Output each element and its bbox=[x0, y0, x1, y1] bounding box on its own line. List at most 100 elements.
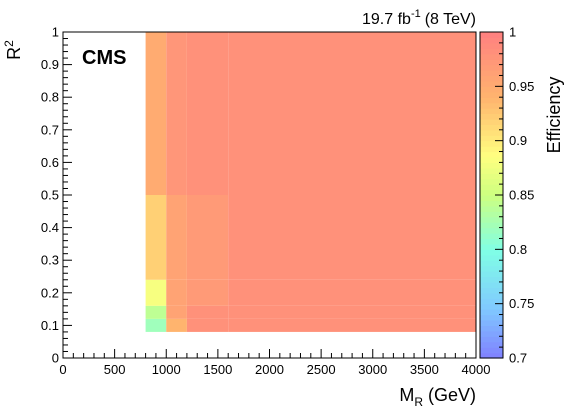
color-scale-segment bbox=[480, 222, 503, 229]
color-scale-segment bbox=[480, 59, 503, 66]
color-scale-tick-label: 0.75 bbox=[509, 296, 534, 311]
color-scale-segment bbox=[480, 156, 503, 163]
x-tick-label: 2500 bbox=[307, 362, 336, 377]
color-scale-segment bbox=[480, 32, 503, 39]
color-scale-segment bbox=[480, 238, 503, 245]
heatmap-cell bbox=[166, 195, 187, 280]
heatmap-cell bbox=[145, 279, 167, 306]
x-tick-label: 1500 bbox=[203, 362, 232, 377]
y-tick-label: 0.6 bbox=[41, 155, 59, 170]
heatmap-cell bbox=[228, 195, 270, 280]
color-scale-segment bbox=[480, 146, 503, 153]
heatmap-cell bbox=[186, 32, 229, 195]
color-scale-segment bbox=[480, 80, 503, 87]
color-scale-axis: 0.7 0.75 0.8 0.85 0.9 0.95 1 bbox=[495, 25, 534, 366]
color-scale-tick-label: 0.85 bbox=[509, 188, 534, 203]
color-scale-segment bbox=[480, 249, 503, 256]
color-scale-segment bbox=[480, 233, 503, 240]
color-scale-segment bbox=[480, 303, 503, 310]
heatmap-cell bbox=[166, 279, 187, 306]
heatmap-cell bbox=[145, 32, 167, 195]
color-scale-segment bbox=[480, 195, 503, 202]
x-tick-label: 4000 bbox=[462, 362, 491, 377]
y-tick-label: 0.1 bbox=[41, 318, 59, 333]
y-tick-label: 0.2 bbox=[41, 285, 59, 300]
y-tick-label: 0.5 bbox=[41, 188, 59, 203]
color-scale-segment bbox=[480, 281, 503, 288]
x-tick-label: 3000 bbox=[358, 362, 387, 377]
y-tick-label: 0.4 bbox=[41, 220, 59, 235]
color-scale-segment bbox=[480, 271, 503, 278]
color-scale-segment bbox=[480, 102, 503, 109]
x-tick-label: 500 bbox=[104, 362, 126, 377]
y-tick-label: 0.3 bbox=[41, 253, 59, 268]
color-scale-segment bbox=[480, 216, 503, 223]
color-scale-segment bbox=[480, 97, 503, 104]
color-scale-bar bbox=[479, 31, 504, 359]
heatmap-cell bbox=[228, 279, 270, 306]
heatmap-cell bbox=[269, 195, 476, 280]
y-tick-label: 1 bbox=[52, 25, 59, 40]
color-scale-segment bbox=[480, 140, 503, 147]
color-scale-segment bbox=[480, 292, 503, 299]
color-scale-segment bbox=[480, 118, 503, 125]
color-scale-segment bbox=[480, 276, 503, 283]
color-scale-segment bbox=[480, 178, 503, 185]
y-tick-label: 0.8 bbox=[41, 90, 59, 105]
color-scale-segment bbox=[480, 173, 503, 180]
color-scale-segment bbox=[480, 91, 503, 98]
color-scale-segment bbox=[480, 64, 503, 71]
color-scale-segment bbox=[480, 135, 503, 142]
y-axis-title: R2 bbox=[2, 40, 24, 60]
color-scale-tick-label: 0.95 bbox=[509, 79, 534, 94]
color-scale-segment bbox=[480, 260, 503, 267]
heatmap-cell bbox=[186, 305, 229, 319]
color-scale-segment bbox=[480, 287, 503, 294]
color-scale-segment bbox=[480, 319, 503, 326]
color-scale-tick-label: 1 bbox=[509, 25, 516, 40]
color-scale-segment bbox=[480, 113, 503, 120]
color-scale-segment bbox=[480, 254, 503, 261]
color-scale-segment bbox=[480, 151, 503, 158]
color-scale-segment bbox=[480, 37, 503, 44]
x-tick-label: 1000 bbox=[152, 362, 181, 377]
color-scale-tick-label: 0.8 bbox=[509, 242, 527, 257]
color-scale-segment bbox=[480, 309, 503, 316]
experiment-label: CMS bbox=[82, 47, 126, 69]
x-axis-title: MR (GeV) bbox=[399, 385, 476, 408]
heatmap-cell bbox=[145, 305, 167, 319]
heatmap-cell bbox=[228, 32, 270, 195]
color-scale-segment bbox=[480, 42, 503, 49]
color-scale-segment bbox=[480, 325, 503, 332]
color-scale-segment bbox=[480, 108, 503, 115]
heatmap-cell bbox=[269, 32, 476, 195]
color-scale-segment bbox=[480, 227, 503, 234]
heatmap-cell bbox=[186, 318, 229, 332]
color-scale-segment bbox=[480, 211, 503, 218]
color-scale-segment bbox=[480, 124, 503, 131]
color-scale-segment bbox=[480, 189, 503, 196]
color-scale-tick-label: 0.7 bbox=[509, 351, 527, 366]
heatmap-cell bbox=[166, 32, 187, 195]
y-tick-label: 0 bbox=[52, 351, 59, 366]
color-scale-title: Efficiency bbox=[544, 77, 564, 154]
color-scale-segment bbox=[480, 265, 503, 272]
luminance-label: 19.7 fb-1 (8 TeV) bbox=[362, 8, 476, 28]
color-scale-segment bbox=[480, 167, 503, 174]
heatmap-cell bbox=[228, 305, 270, 319]
heatmap-cell bbox=[269, 279, 476, 306]
color-scale-segment bbox=[480, 243, 503, 250]
y-axis: 0 0.1 0.2 0.3 0.4 0.5 0.6 0.7 0.8 0.9 1 bbox=[41, 25, 72, 366]
color-scale-segment bbox=[480, 129, 503, 136]
color-scale-segment bbox=[480, 298, 503, 305]
y-tick-label: 0.9 bbox=[41, 57, 59, 72]
color-scale-tick-label: 0.9 bbox=[509, 133, 527, 148]
color-scale-segment bbox=[480, 200, 503, 207]
color-scale-segment bbox=[480, 330, 503, 337]
color-scale-segment bbox=[480, 314, 503, 321]
color-scale-segment bbox=[480, 75, 503, 82]
heatmap-cells bbox=[145, 32, 476, 332]
heatmap-cell bbox=[166, 305, 187, 319]
y-tick-label: 0.7 bbox=[41, 122, 59, 137]
